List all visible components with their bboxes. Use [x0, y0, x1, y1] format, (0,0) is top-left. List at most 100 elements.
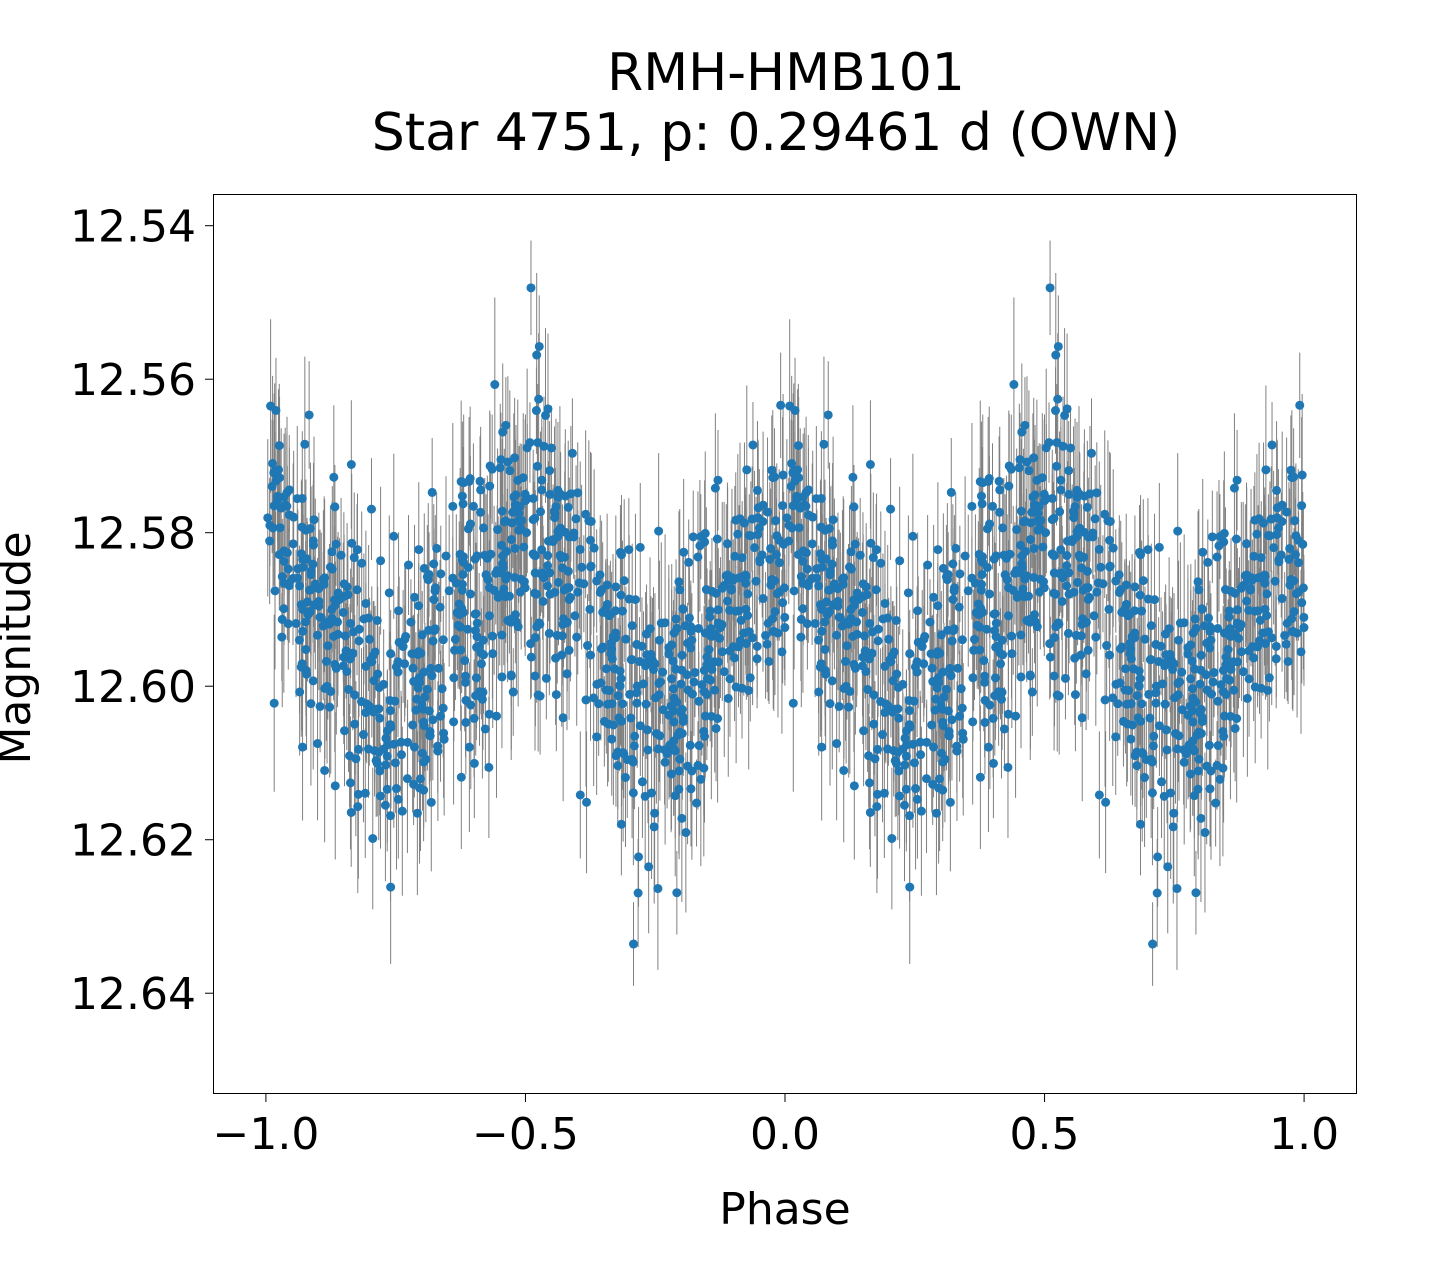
data-point — [1082, 502, 1092, 512]
data-point — [1029, 572, 1039, 582]
data-point — [1115, 678, 1125, 688]
data-point — [1087, 448, 1096, 458]
data-point — [345, 778, 355, 788]
data-point — [629, 741, 639, 751]
data-point — [549, 506, 559, 516]
data-point — [493, 592, 503, 602]
data-point — [1063, 536, 1073, 546]
data-point — [1232, 619, 1242, 629]
x-axis-label: Phase — [719, 1184, 850, 1235]
data-point — [551, 653, 561, 663]
data-point — [1154, 721, 1164, 731]
data-point — [426, 663, 436, 673]
data-point — [725, 605, 735, 615]
data-point — [1287, 473, 1297, 483]
data-point — [820, 617, 830, 627]
data-point — [1122, 719, 1132, 729]
data-point — [974, 610, 984, 620]
data-point — [390, 696, 400, 706]
data-point — [606, 638, 616, 648]
data-point — [816, 659, 826, 669]
data-point — [382, 751, 392, 761]
data-point — [360, 788, 370, 798]
data-point — [713, 475, 723, 485]
data-point — [903, 588, 913, 598]
data-point — [625, 689, 635, 699]
data-point — [726, 583, 736, 593]
data-point — [1045, 283, 1055, 293]
data-point — [1064, 568, 1074, 578]
data-point — [537, 475, 547, 485]
data-point — [1212, 760, 1222, 770]
data-point — [799, 500, 809, 510]
data-point — [501, 546, 511, 556]
data-point — [385, 811, 395, 821]
data-point — [460, 656, 470, 666]
data-point — [644, 862, 654, 872]
data-point — [780, 623, 790, 633]
data-point — [616, 674, 626, 684]
data-point — [1193, 577, 1203, 587]
data-point — [1244, 605, 1254, 615]
data-point — [900, 760, 910, 770]
data-point — [1111, 732, 1121, 742]
data-point — [402, 774, 412, 784]
data-point — [1294, 558, 1304, 568]
data-point — [489, 585, 499, 595]
data-point — [873, 744, 883, 754]
data-point — [529, 550, 539, 560]
data-point — [777, 647, 787, 657]
data-point — [945, 663, 955, 673]
data-point — [990, 691, 1000, 701]
data-point — [1205, 643, 1215, 653]
data-point — [1056, 485, 1066, 495]
data-point — [1003, 709, 1013, 719]
data-point — [886, 504, 896, 514]
data-point — [692, 798, 702, 808]
data-points — [263, 283, 1309, 949]
data-point — [427, 671, 437, 681]
data-point — [828, 515, 838, 525]
data-point — [340, 726, 350, 736]
x-tick-label: 1.0 — [1269, 1109, 1339, 1160]
data-point — [298, 562, 308, 572]
data-point — [1188, 628, 1198, 638]
data-point — [745, 673, 755, 683]
data-point — [947, 715, 957, 725]
data-point — [939, 692, 949, 702]
data-point — [640, 791, 650, 801]
data-point — [338, 607, 348, 617]
data-point — [834, 701, 844, 711]
data-point — [293, 573, 303, 583]
data-point — [778, 501, 788, 511]
data-point — [869, 719, 879, 729]
data-point — [488, 649, 498, 659]
data-point — [1267, 440, 1277, 450]
data-point — [1183, 649, 1193, 659]
data-point — [667, 640, 677, 650]
data-point — [849, 659, 859, 669]
data-point — [766, 543, 776, 553]
data-point — [690, 668, 700, 678]
data-point — [562, 618, 572, 628]
data-point — [694, 696, 704, 706]
data-point — [1193, 784, 1203, 794]
data-point — [1012, 592, 1022, 602]
data-point — [345, 751, 355, 761]
data-point — [676, 679, 686, 689]
data-point — [905, 706, 915, 716]
data-point — [793, 550, 803, 560]
data-point — [575, 544, 585, 554]
data-point — [501, 420, 511, 430]
data-point — [526, 639, 536, 649]
data-point — [295, 581, 305, 591]
data-point — [1137, 606, 1147, 616]
data-point — [1266, 514, 1276, 524]
data-point — [1024, 466, 1034, 476]
data-point — [839, 573, 849, 583]
data-point — [1038, 542, 1048, 552]
data-point — [594, 699, 604, 709]
data-point — [1175, 618, 1185, 628]
data-point — [713, 619, 723, 629]
data-point — [484, 762, 494, 772]
